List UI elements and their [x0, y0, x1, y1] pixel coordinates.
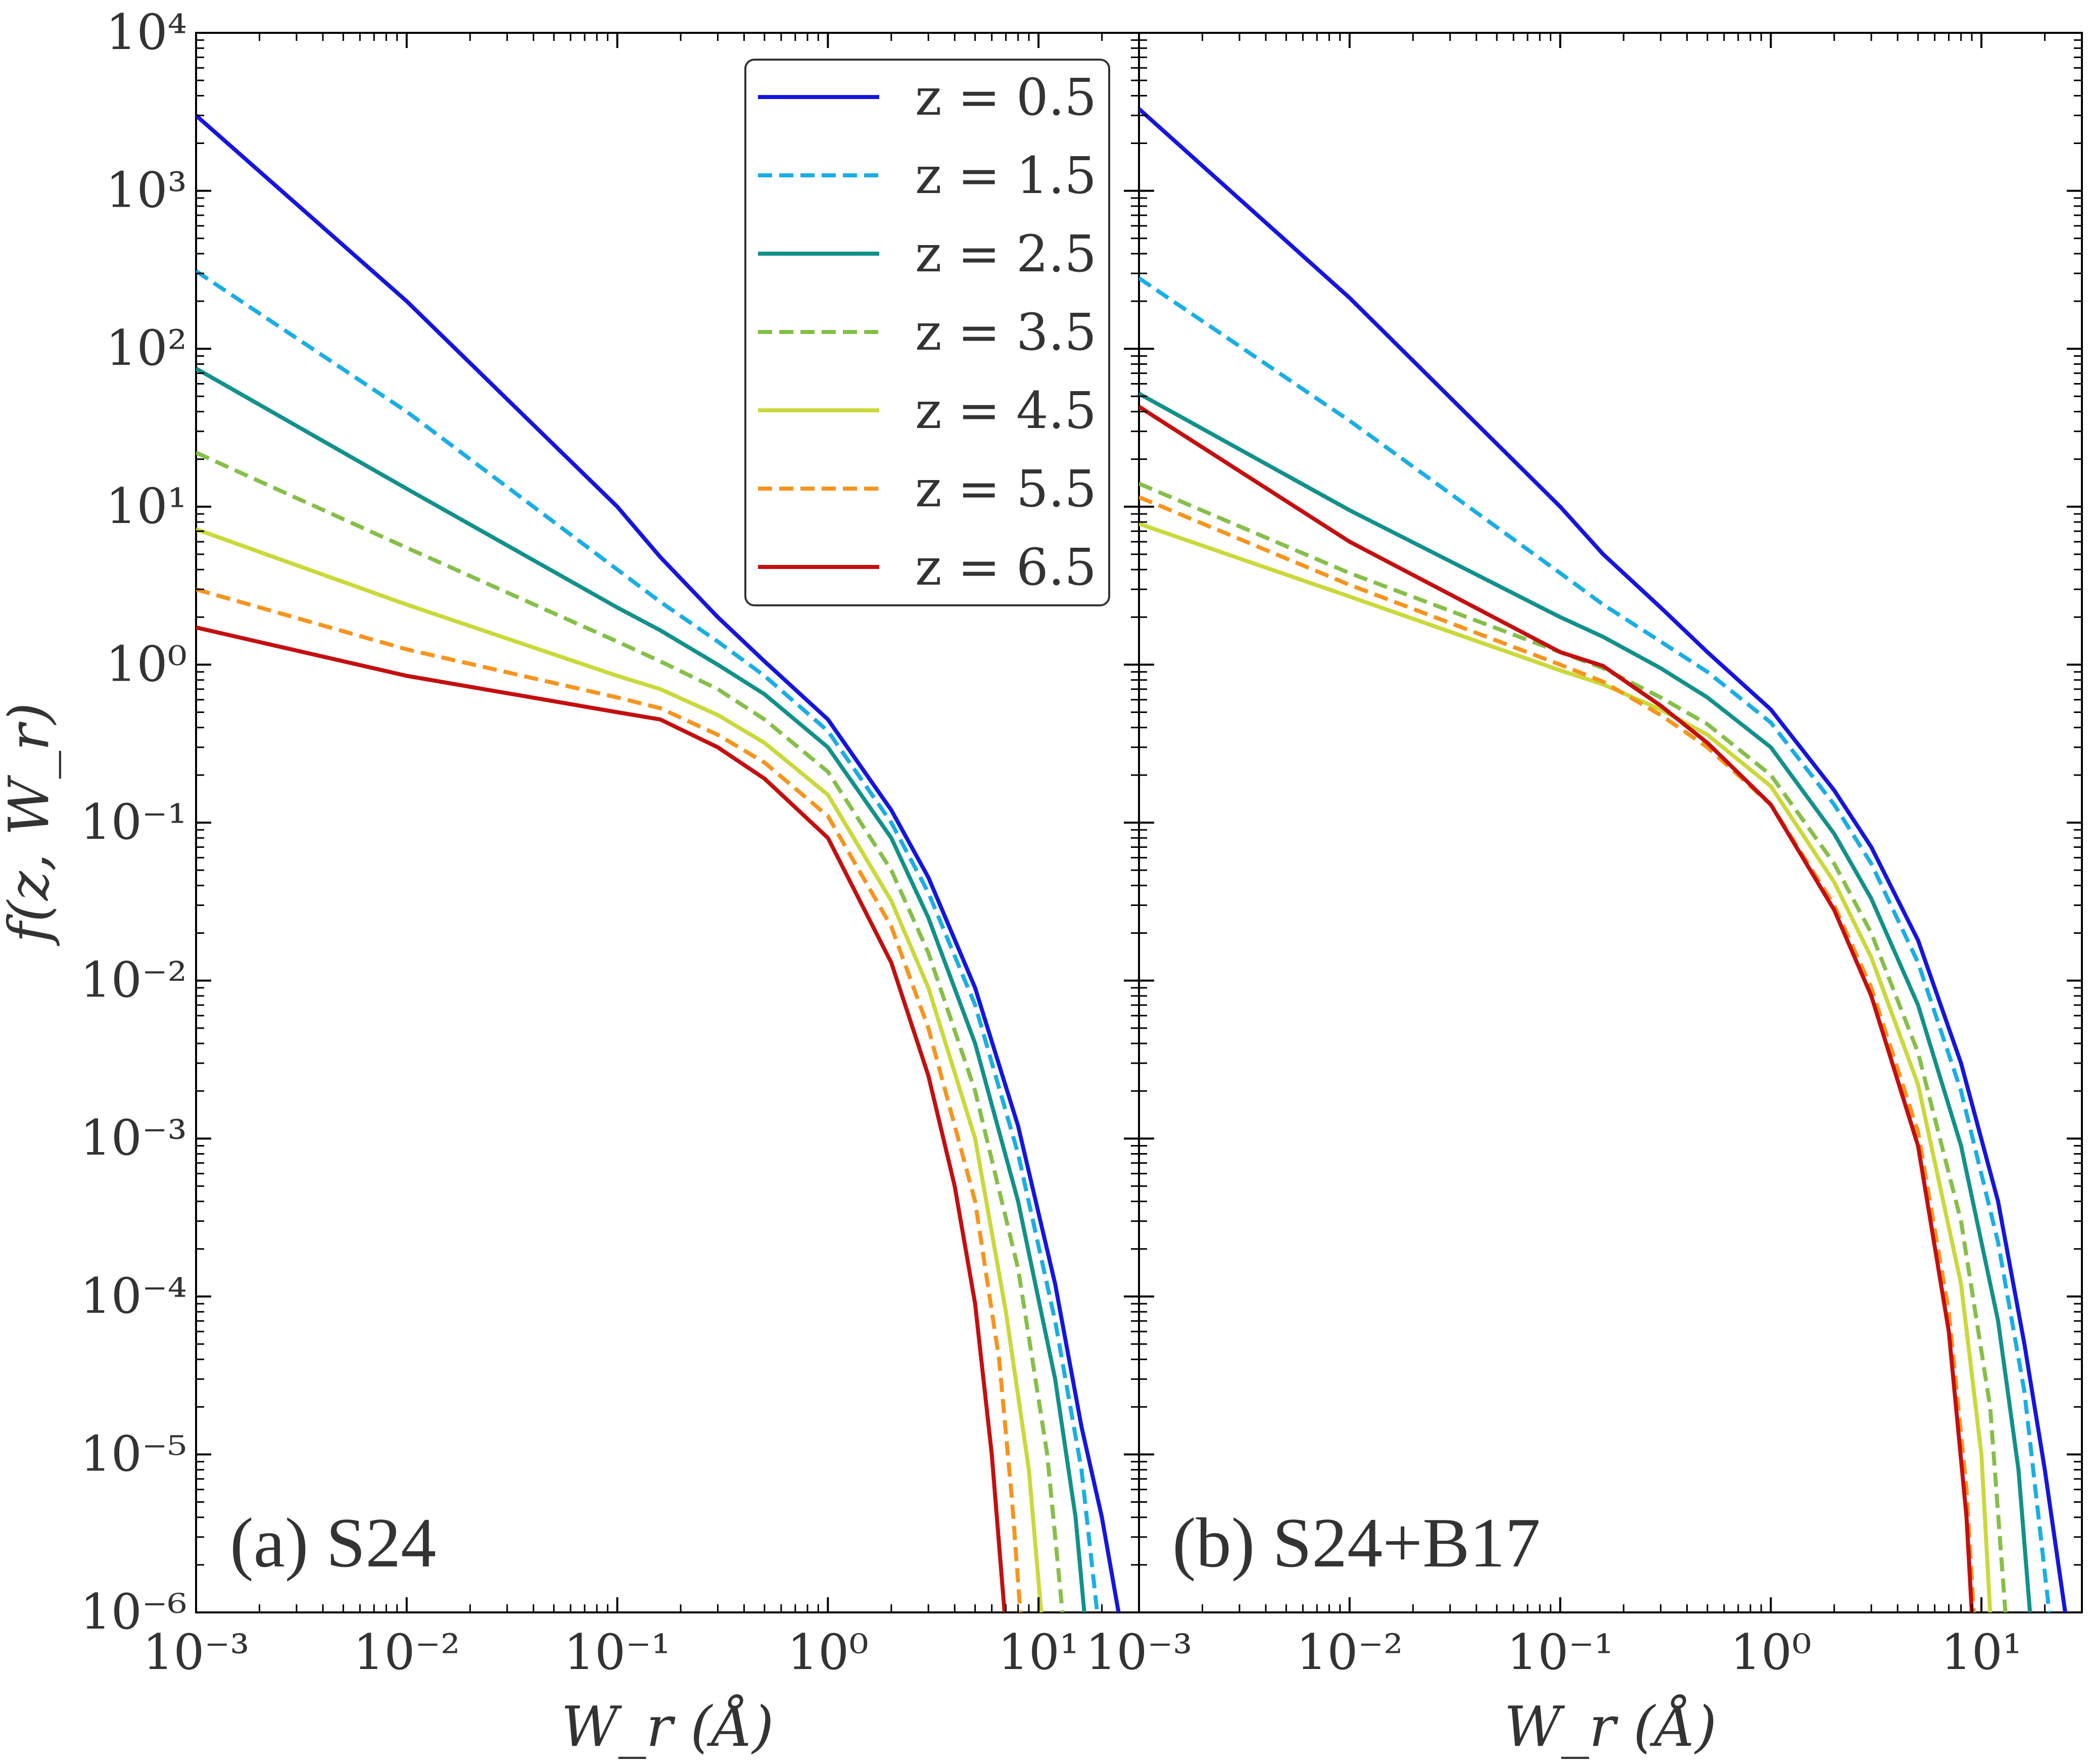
x-tick-label: 10⁻¹ [564, 1624, 671, 1681]
plot-area-b [1138, 32, 2083, 1613]
x-tick-label: 10⁰ [787, 1624, 869, 1681]
y-tick-label: 10³ [106, 162, 187, 219]
series-lines-b [1139, 107, 2067, 1612]
y-tick-label: 10⁻³ [80, 1110, 187, 1166]
legend: z = 0.5 z = 1.5 z = 2.5 z = 3.5 z = 4.5 z = 5… [744, 59, 1110, 606]
series-line-a-4 [196, 527, 1043, 1612]
series-line-a-2 [196, 366, 1086, 1612]
x-axis-title-b: W_r (Å) [1504, 1694, 1717, 1759]
x-tick-label: 10⁻¹ [1507, 1624, 1613, 1681]
legend-items: z = 0.5 z = 1.5 z = 2.5 z = 3.5 z = 4.5 z = 5… [758, 68, 1097, 597]
y-tick-label: 10² [106, 320, 187, 376]
series-line-a-1 [196, 269, 1100, 1612]
x-tick-label: 10¹ [1941, 1624, 2022, 1681]
y-tick-label: 10¹ [106, 478, 187, 535]
legend-label: z = 2.5 [915, 224, 1097, 283]
x-tick-label: 10⁻³ [1085, 1624, 1192, 1681]
legend-label: z = 3.5 [915, 303, 1097, 362]
x-tick-label: 10⁰ [1730, 1624, 1812, 1681]
series-lines-a [196, 114, 1121, 1612]
series-line-b-0 [1139, 107, 2067, 1612]
series-line-a-5 [196, 587, 1023, 1612]
y-tick-label: 10⁻¹ [80, 794, 187, 850]
legend-label: z = 1.5 [915, 146, 1097, 205]
y-axis-title: f(z, W_r) [0, 702, 61, 946]
legend-label: z = 6.5 [915, 538, 1097, 597]
y-tick-label: 10⁰ [106, 636, 187, 692]
y-tick-label: 10⁻⁶ [80, 1584, 187, 1640]
series-line-b-2 [1139, 392, 2032, 1612]
y-tick-label: 10⁻⁴ [80, 1268, 187, 1324]
panel-label-a: (a) S24 [230, 1504, 436, 1582]
series-line-a-0 [196, 114, 1121, 1612]
x-tick-label: 10⁻² [353, 1624, 460, 1681]
y-ticks-b [1139, 32, 2082, 1613]
legend-label: z = 0.5 [915, 68, 1097, 127]
legend-label: z = 5.5 [915, 459, 1097, 518]
x-ticks-b: 10⁻³ 10⁻² 10⁻¹ 10⁰ 10¹ [1085, 33, 2083, 1681]
y-tick-label: 10⁴ [106, 4, 187, 61]
series-line-b-6 [1139, 405, 1974, 1612]
panel-label-b: (b) S24+B17 [1172, 1504, 1540, 1582]
series-line-b-1 [1139, 276, 2052, 1612]
panel-b: 10⁻³ 10⁻² 10⁻¹ 10⁰ 10¹ (b) S24+B17 [1085, 32, 2083, 1681]
x-axis-title-a: W_r (Å) [561, 1694, 774, 1759]
legend-label: z = 4.5 [915, 381, 1097, 440]
x-tick-label: 10¹ [998, 1624, 1079, 1681]
x-tick-label: 10⁻³ [142, 1624, 249, 1681]
x-ticks-a: 10⁻³ 10⁻² 10⁻¹ 10⁰ 10¹ [142, 33, 1140, 1681]
x-tick-label: 10⁻² [1296, 1624, 1403, 1681]
y-tick-label: 10⁻⁵ [80, 1425, 187, 1482]
y-ticks-a: 10⁻⁶ 10⁻⁵ 10⁻⁴ 10⁻³ 10⁻² 10⁻¹ 10⁰ 10¹ 10² 10³ 10⁴ [80, 4, 1139, 1640]
legend-frame [744, 59, 1110, 606]
y-tick-label: 10⁻² [80, 952, 187, 1009]
series-line-b-4 [1139, 521, 1992, 1612]
series-line-a-3 [196, 451, 1065, 1612]
series-line-a-6 [196, 625, 1007, 1612]
